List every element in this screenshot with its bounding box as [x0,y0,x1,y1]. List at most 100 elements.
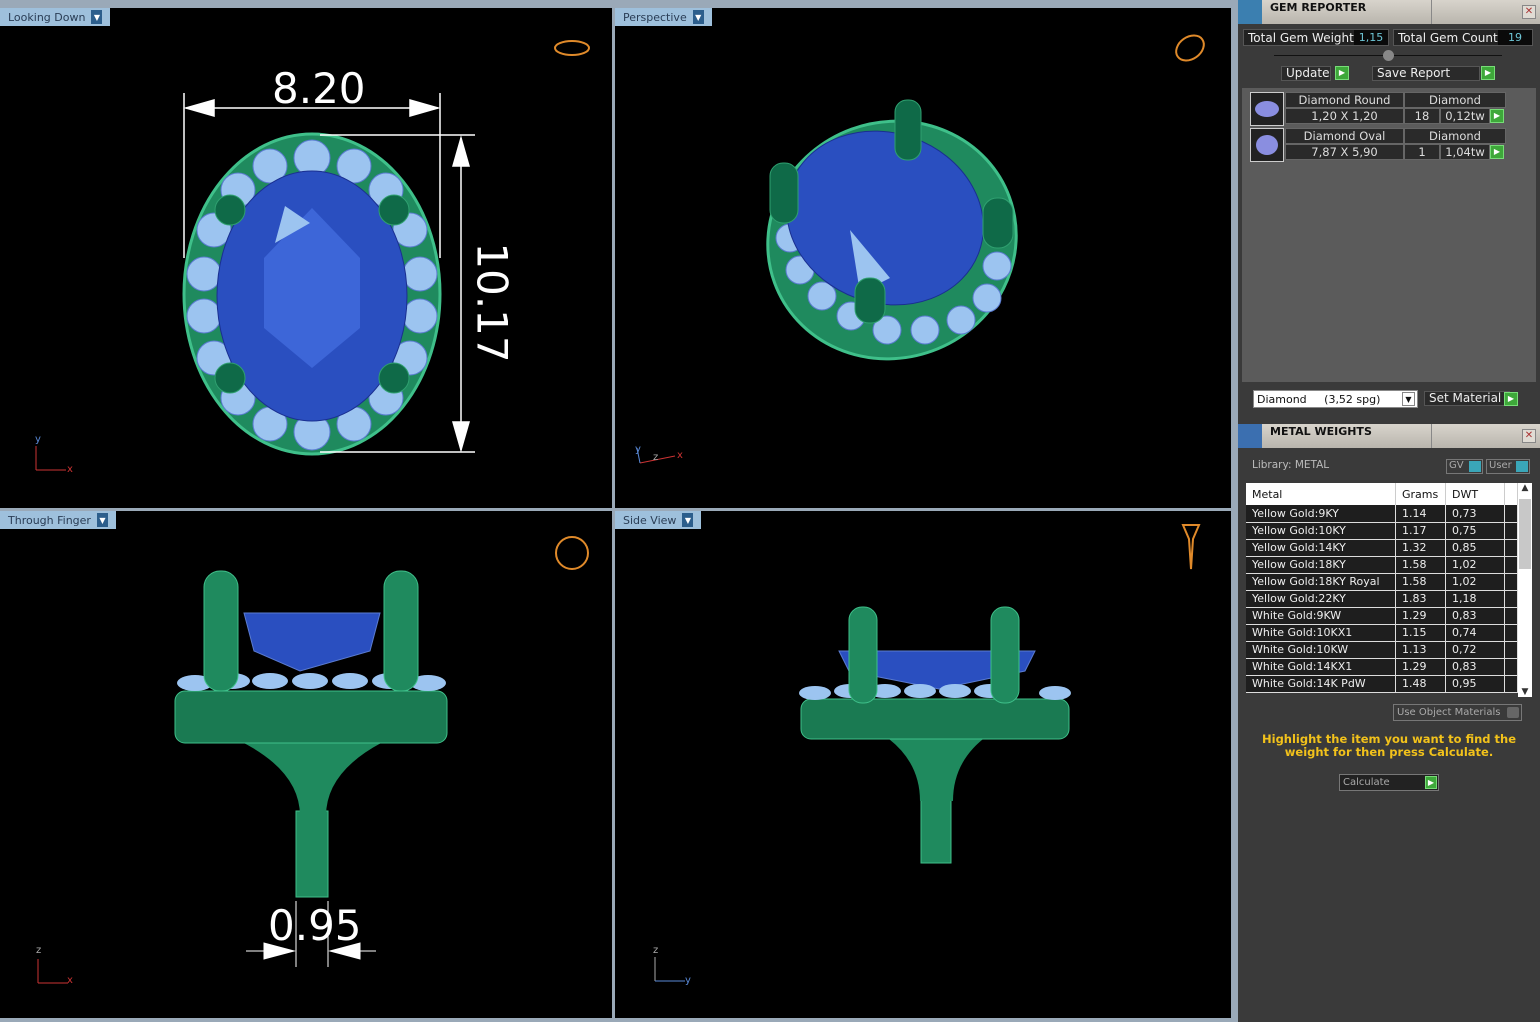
table-row[interactable]: White Gold:14KX1 1.29 0,83 [1246,658,1519,676]
user-toggle[interactable]: User [1486,459,1530,474]
library-label: Library: METAL [1252,459,1330,471]
play-icon[interactable]: ▶ [1490,145,1504,159]
axis-x-label: x [677,450,683,461]
table-row[interactable]: White Gold:10KW 1.13 0,72 [1246,641,1519,659]
viewport-menu[interactable]: Looking Down ▼ [0,8,111,26]
viewport-menu[interactable]: Through Finger ▼ [0,511,116,529]
table-cell: 1.15 [1395,624,1446,642]
play-icon[interactable]: ▶ [1504,392,1518,406]
table-cell [1504,573,1519,591]
table-cell: 0,83 [1445,607,1505,625]
gem-row[interactable]: Diamond Oval Diamond 7,87 X 5,90 1 1,04t… [1250,128,1506,162]
table-cell [1504,624,1519,642]
metal-weights-icon [1238,424,1262,448]
viewport-menu[interactable]: Perspective ▼ [615,8,712,26]
gem-weight: 1,04tw [1440,144,1490,160]
table-cell: 1.13 [1395,641,1446,659]
play-icon[interactable]: ▶ [1481,66,1495,80]
use-object-materials-toggle[interactable]: Use Object Materials [1393,704,1522,721]
axis-z-label: z [36,945,42,956]
table-cell: White Gold:9KW [1246,607,1397,625]
table-cell: Yellow Gold:22KY [1246,590,1397,608]
viewport-menu[interactable]: Side View ▼ [615,511,702,529]
table-cell: 0,73 [1445,505,1505,523]
table-cell [1504,505,1519,523]
gem-round-icon [1250,92,1284,126]
scrollbar-thumb[interactable] [1519,499,1531,569]
length-dimension: 10.17 [467,242,517,363]
column-header[interactable]: DWT [1445,483,1505,505]
close-icon[interactable]: ✕ [1522,429,1536,443]
chevron-down-icon[interactable]: ▼ [1521,687,1529,697]
play-icon: ▶ [1425,776,1437,789]
table-row[interactable]: Yellow Gold:14KY 1.32 0,85 [1246,539,1519,557]
viewport-perspective[interactable]: Perspective ▼ y z x [615,8,1231,508]
table-row[interactable]: Yellow Gold:9KY 1.14 0,73 [1246,505,1519,523]
table-cell: White Gold:14K PdW [1246,675,1397,693]
panel-title: GEM REPORTER [1262,0,1432,24]
table-row[interactable]: Yellow Gold:18KY 1.58 1,02 [1246,556,1519,574]
close-icon[interactable]: ✕ [1522,5,1536,19]
table-row[interactable]: White Gold:14K PdW 1.48 0,95 [1246,675,1519,693]
viewport-side-view[interactable]: Side View ▼ z y [615,511,1231,1018]
gv-label: GV [1449,460,1464,471]
total-gem-count-value: 19 [1498,30,1532,45]
table-row[interactable]: White Gold:10KX1 1.15 0,74 [1246,624,1519,642]
total-gem-weight: Total Gem Weight [1243,29,1389,46]
table-cell: 1.32 [1395,539,1446,557]
play-icon[interactable]: ▶ [1490,109,1504,123]
update-button[interactable]: Update [1281,66,1331,81]
table-row[interactable]: Yellow Gold:22KY 1.83 1,18 [1246,590,1519,608]
label: Total Gem Weight [1248,30,1354,45]
table-cell: 1.17 [1395,522,1446,540]
axis-z-label: z [653,452,659,463]
viewport-label: Side View [623,513,677,527]
table-cell [1504,556,1519,574]
gem-shape: Diamond Oval [1285,128,1404,144]
table-cell: 0,83 [1445,658,1505,676]
axis-y-label: y [35,434,41,445]
shank-dimension: 0.95 [268,901,362,950]
width-dimension: 8.20 [272,64,366,113]
column-header[interactable]: Grams [1395,483,1446,505]
chevron-up-icon[interactable] [1383,50,1394,61]
chevron-down-icon: ▼ [96,513,108,527]
gem-material: Diamond [1404,92,1506,108]
table-cell: 1.83 [1395,590,1446,608]
metal-weights-table: Metal Grams DWT Yellow Gold:9KY 1.14 0,73 Y… [1246,483,1519,693]
scrollbar[interactable]: ▲ ▼ [1518,483,1532,697]
table-cell: 1.58 [1395,556,1446,574]
axis-x-label: x [67,464,73,475]
table-cell: 0,72 [1445,641,1505,659]
viewport-through-finger[interactable]: Through Finger ▼ 0.95 z x [0,511,612,1018]
axis-y-label: y [685,975,691,986]
material-select[interactable]: Diamond (3,52 spg) ▼ [1253,390,1418,408]
calculate-button[interactable]: Calculate ▶ [1339,774,1439,791]
table-cell [1504,658,1519,676]
table-cell [1504,590,1519,608]
save-report-button[interactable]: Save Report [1372,66,1480,81]
gem-shape: Diamond Round [1285,92,1404,108]
gem-size: 7,87 X 5,90 [1285,144,1404,160]
play-icon[interactable]: ▶ [1335,66,1349,80]
viewport-label: Looking Down [8,10,86,24]
chevron-up-icon[interactable]: ▲ [1521,483,1529,493]
viewport-looking-down[interactable]: Looking Down ▼ 8.20 10.17 y x [0,8,612,508]
use-object-materials-label: Use Object Materials [1397,707,1501,718]
column-header[interactable]: Metal [1246,483,1397,505]
table-cell: White Gold:10KW [1246,641,1397,659]
table-row[interactable]: White Gold:9KW 1.29 0,83 [1246,607,1519,625]
column-header [1504,483,1519,505]
ring-perspective-view [636,34,1205,464]
table-cell: 1,02 [1445,573,1505,591]
table-row[interactable]: Yellow Gold:10KY 1.17 0,75 [1246,522,1519,540]
table-row[interactable]: Yellow Gold:18KY Royal 1.58 1,02 [1246,573,1519,591]
gem-row[interactable]: Diamond Round Diamond 1,20 X 1,20 18 0,1… [1250,92,1506,126]
chevron-down-icon: ▼ [91,10,103,24]
viewport-label: Perspective [623,10,687,24]
table-cell: 0,95 [1445,675,1505,693]
set-material-button[interactable]: Set Material [1424,391,1510,406]
table-cell [1504,675,1519,693]
gv-toggle[interactable]: GV [1446,459,1483,474]
axis-y-label: y [635,444,641,455]
